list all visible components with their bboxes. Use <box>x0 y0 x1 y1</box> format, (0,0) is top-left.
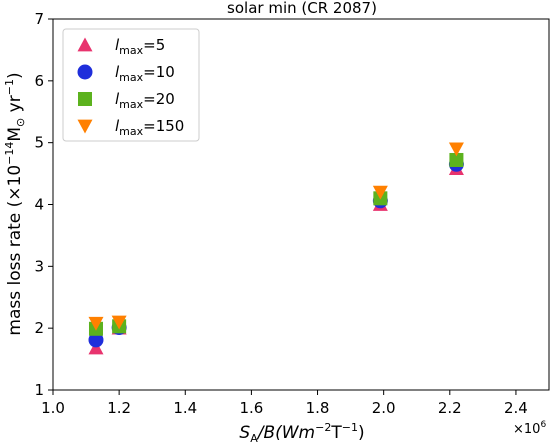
x-axis-ticks: 1.0 1.2 1.4 1.6 1.8 2.0 2.2 2.4 <box>41 390 528 417</box>
x-tick-label: 2.0 <box>372 399 396 417</box>
x-tick-label: 1.8 <box>306 399 330 417</box>
chart-title: solar min (CR 2087) <box>227 0 377 17</box>
legend-box <box>62 28 200 142</box>
legend-label-1: lmax=10 <box>115 63 175 84</box>
data-point-s3-p0 <box>88 316 104 331</box>
data-point-s3-p2 <box>372 185 388 200</box>
y-tick-label: 1 <box>34 381 44 399</box>
x-tick-label: 1.0 <box>41 399 65 417</box>
data-point-s3-p3 <box>448 142 464 157</box>
x-label-end: ) <box>358 423 365 443</box>
x-tick-label: 1.4 <box>173 399 197 417</box>
legend-label-3: lmax=150 <box>115 117 184 138</box>
y-tick-label: 7 <box>34 10 44 28</box>
x-label-mid: T <box>330 423 342 443</box>
y-label-sup2: −1 <box>3 79 16 95</box>
data-point-s3-p1 <box>111 315 127 330</box>
x-tick-label: 2.4 <box>504 399 528 417</box>
x-axis-multiplier: ×106 <box>513 420 546 437</box>
y-tick-label: 4 <box>34 196 44 214</box>
x-label-rest: /B(Wm <box>256 423 315 443</box>
y-label-end: ) <box>5 72 25 79</box>
data-markers <box>88 142 464 355</box>
y-tick-label: 2 <box>34 319 44 337</box>
x-multiplier-base: ×10 <box>513 422 540 437</box>
data-point-s1-p0 <box>88 332 104 348</box>
y-label-sub: ⊙ <box>14 118 27 127</box>
x-label-main: S <box>239 423 250 443</box>
data-point-s2-p3 <box>449 152 464 167</box>
legend-label-2: lmax=20 <box>115 90 175 111</box>
x-tick-label: 1.6 <box>239 399 263 417</box>
y-label-mid2: yr <box>5 95 25 117</box>
legend-marker-2 <box>78 92 92 106</box>
x-tick-label: 2.2 <box>438 399 462 417</box>
legend-marker-1 <box>77 64 93 80</box>
x-multiplier-exp: 6 <box>540 420 546 430</box>
legend: lmax=5 lmax=10 lmax=20 lmax=150 <box>62 28 200 142</box>
y-axis-ticks: 1 2 3 4 5 6 7 <box>34 10 53 399</box>
y-label-pre: mass loss rate (×10 <box>5 165 25 336</box>
x-label-sup2: −1 <box>342 421 358 434</box>
x-label-sub: A <box>250 432 258 444</box>
x-tick-label: 1.2 <box>107 399 131 417</box>
y-label-mid: M <box>5 127 25 142</box>
y-tick-label: 6 <box>34 72 44 90</box>
legend-marker-3 <box>77 119 93 134</box>
x-label-sup1: −2 <box>315 421 331 434</box>
y-tick-label: 5 <box>34 134 44 152</box>
y-tick-label: 3 <box>34 257 44 275</box>
x-axis-label: SA/B(Wm−2T−1) <box>239 421 364 444</box>
legend-marker-0 <box>77 37 93 52</box>
legend-label-0: lmax=5 <box>115 36 165 57</box>
y-label-sup: −14 <box>3 142 16 165</box>
y-axis-label: mass loss rate (×10−14M⊙ yr−1) <box>3 72 27 335</box>
